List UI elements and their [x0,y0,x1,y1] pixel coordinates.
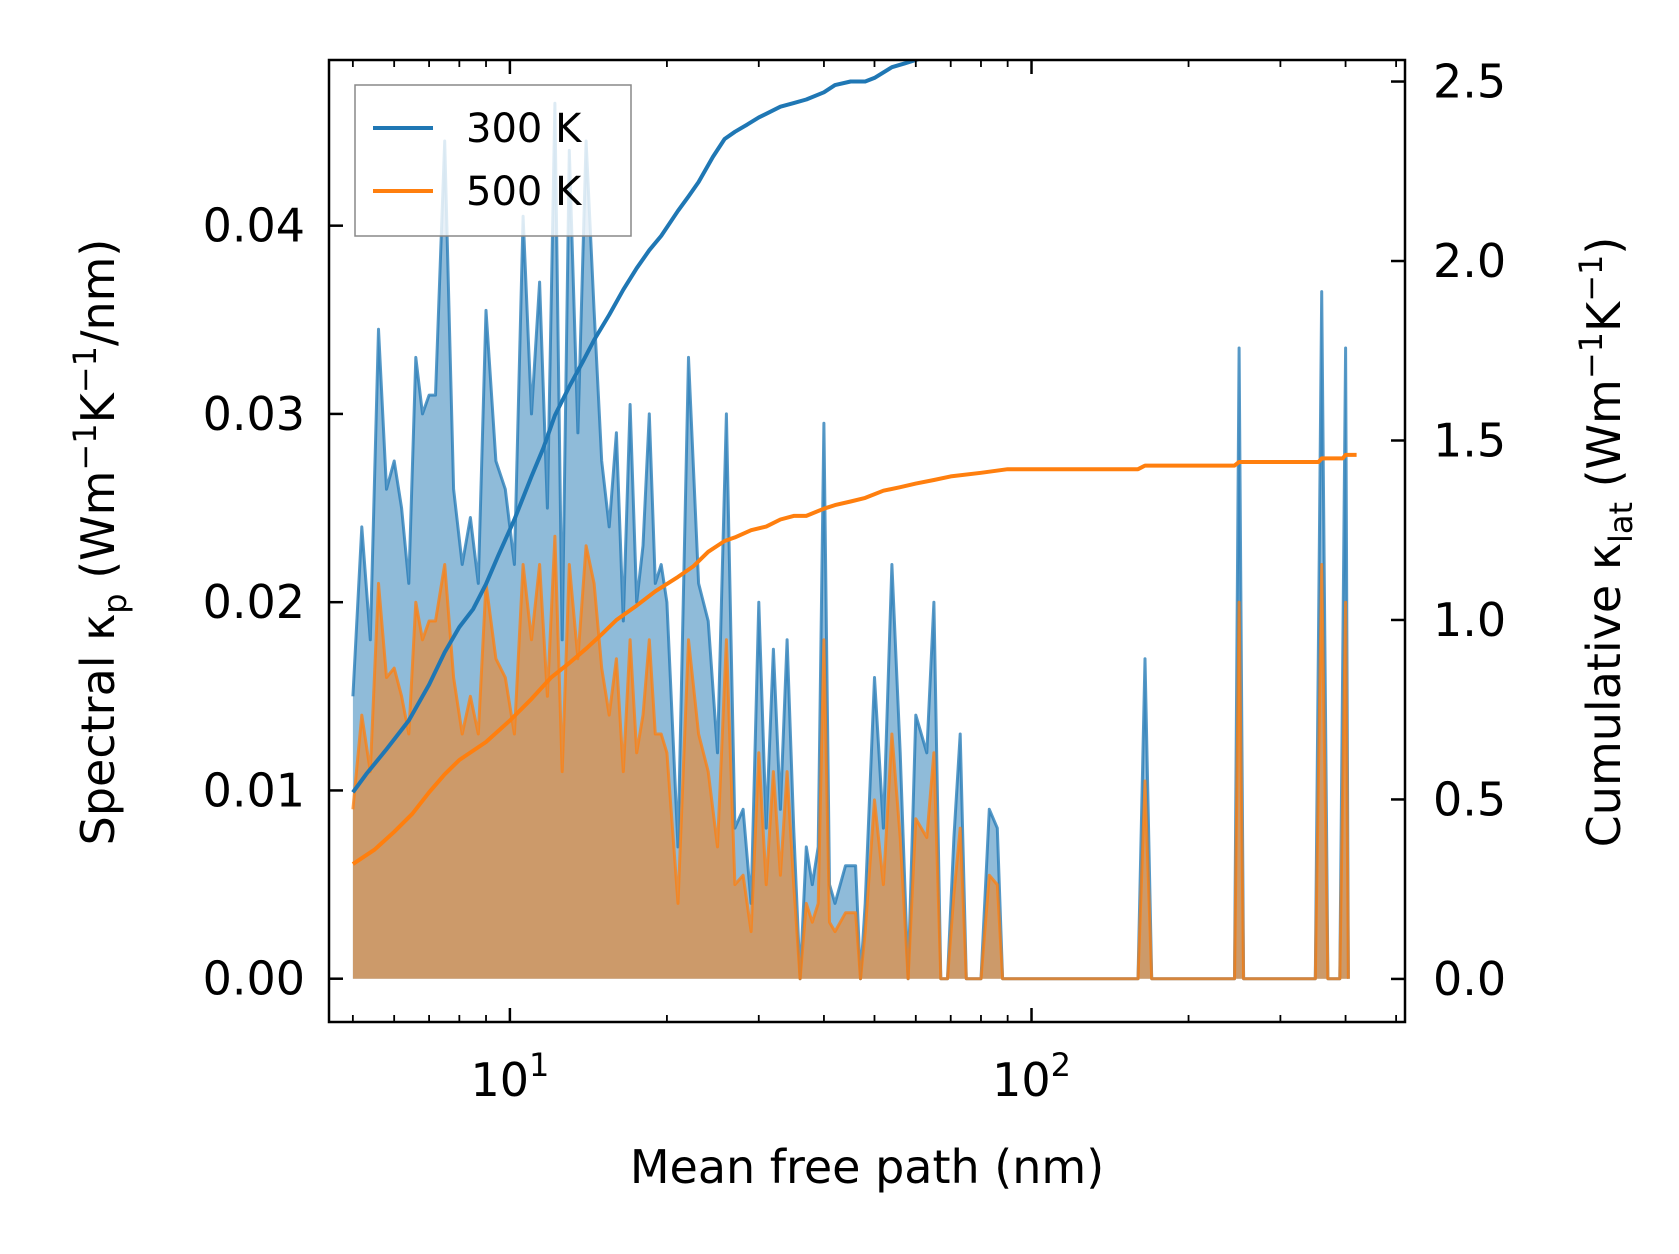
spectral-area-1 [352,536,1349,979]
legend-label-300k: 300 K [466,106,583,152]
legend: 300 K 500 K [354,84,632,237]
left-y-tick-label: 0.01 [203,763,305,817]
right-y-tick-label: 2.5 [1433,55,1506,109]
right-y-tick-label: 1.5 [1433,413,1506,467]
legend-label-500k: 500 K [466,169,583,215]
left-y-tick-label: 0.04 [203,199,305,253]
right-y-tick-label: 1.0 [1433,593,1506,647]
tick-labels-layer: 0.00 0.01 0.02 0.03 0.04 0.0 0.5 1.0 1.5 2.0 2.5 10… [203,55,1507,1107]
left-y-tick-label: 0.00 [203,952,305,1006]
legend-box [354,84,632,237]
cumulative-line-1 [351,452,1357,866]
left-y-tick-label: 0.02 [203,575,305,629]
spectral-layer [351,101,1350,981]
left-axis-title: Spectral κp (Wm−1K−1/nm) [66,239,134,846]
x-tick-label: 101 [470,1046,549,1107]
ticks-layer [329,60,1405,1022]
plot-frame [327,58,1407,1024]
x-tick-label: 102 [992,1046,1071,1107]
cumulative-line-0 [351,60,923,794]
right-y-tick-label: 0.5 [1433,772,1506,826]
cumulative-layer [351,60,1357,866]
right-y-tick-label: 0.0 [1433,952,1506,1006]
left-y-tick-label: 0.03 [203,387,305,441]
right-axis-title: Cumulative κlat (Wm−1K−1) [1572,237,1640,848]
right-y-tick-label: 2.0 [1433,234,1506,288]
x-axis-title: Mean free path (nm) [630,1140,1104,1194]
spectral-line-1 [351,534,1350,981]
